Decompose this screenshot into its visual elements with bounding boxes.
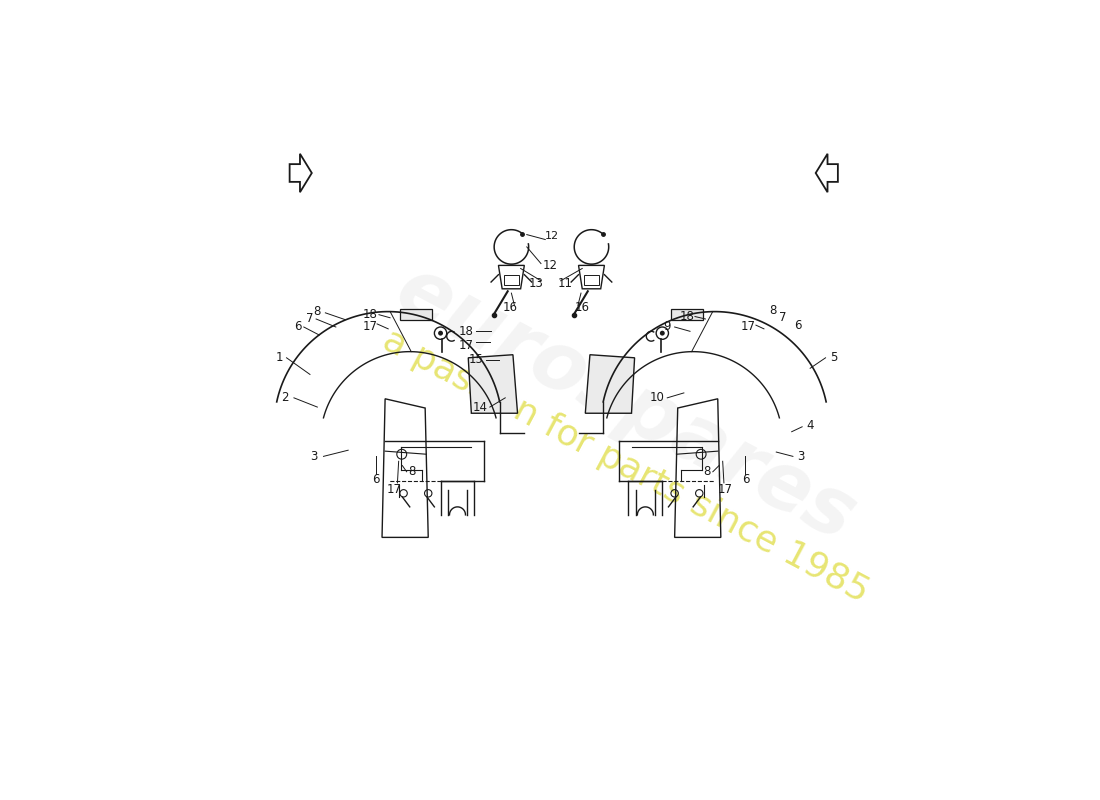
Text: 10: 10 [650,391,664,404]
Bar [584,275,598,285]
Text: 14: 14 [473,401,488,414]
Text: 2: 2 [282,391,289,404]
Text: 17: 17 [741,321,756,334]
Text: 17: 17 [362,321,377,334]
Text: 4: 4 [806,419,814,432]
Text: 1: 1 [275,351,283,364]
Text: 6: 6 [794,318,802,332]
Text: 17: 17 [717,482,733,495]
Text: 16: 16 [503,301,518,314]
Text: 6: 6 [294,321,301,334]
Text: 18: 18 [362,308,377,321]
Text: 12: 12 [544,230,559,241]
Bar [400,309,432,320]
Text: 3: 3 [310,450,318,463]
Text: eurospares: eurospares [383,250,868,558]
Text: 6: 6 [372,473,379,486]
Text: 18: 18 [680,310,694,323]
Circle shape [438,330,443,336]
Text: 18: 18 [459,325,474,338]
Text: 11: 11 [558,278,573,290]
Text: 17: 17 [387,482,402,495]
Text: 16: 16 [574,301,590,314]
Text: 8: 8 [704,466,711,478]
Text: 7: 7 [306,313,313,326]
Text: 7: 7 [779,311,786,324]
Text: 9: 9 [663,321,671,334]
Text: 3: 3 [798,450,804,463]
Text: a passion for parts since 1985: a passion for parts since 1985 [376,322,874,609]
Text: 8: 8 [314,305,321,318]
Text: 6: 6 [741,473,749,486]
Polygon shape [585,354,635,414]
Text: 12: 12 [542,259,558,272]
Text: 8: 8 [770,304,777,317]
Text: 15: 15 [469,353,484,366]
Polygon shape [469,354,517,414]
Text: 13: 13 [529,278,543,290]
Text: 17: 17 [459,339,474,352]
Circle shape [660,330,664,336]
Bar [671,309,703,320]
Text: 8: 8 [408,466,416,478]
Bar [504,275,519,285]
Text: 5: 5 [829,351,837,364]
